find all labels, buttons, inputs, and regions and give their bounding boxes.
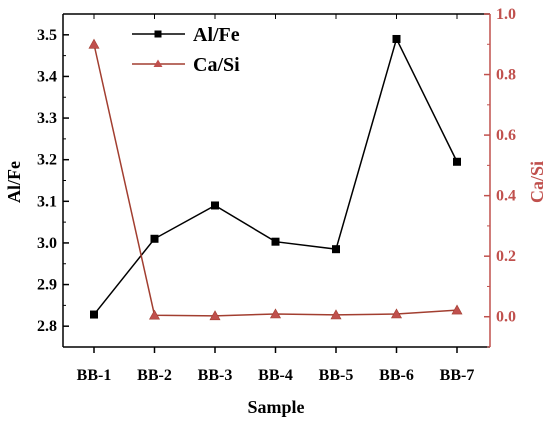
left-tick-label: 3.0: [37, 235, 57, 252]
plot-frame: [62, 13, 491, 348]
casi-point: [269, 308, 282, 319]
x-axis-title: Sample: [247, 397, 304, 417]
left-tick-label: 2.8: [37, 318, 57, 335]
x-axis-ticks: BB-1 BB-2 BB-3 BB-4 BB-5 BB-6 BB-7: [77, 14, 475, 384]
left-tick-label: 3.1: [37, 193, 57, 210]
x-tick-label: BB-4: [258, 367, 293, 384]
casi-point: [148, 309, 161, 320]
casi-point: [390, 308, 403, 319]
x-tick-label: BB-6: [379, 367, 414, 384]
alfe-point: [392, 34, 401, 43]
left-tick-label: 3.4: [37, 68, 57, 85]
x-tick-label: BB-2: [137, 367, 172, 384]
casi-point: [451, 304, 463, 315]
x-tick-label: BB-5: [319, 367, 354, 384]
right-tick-label: 0.6: [496, 127, 516, 144]
x-tick-label: BB-7: [440, 367, 475, 384]
right-tick-label: 0.4: [496, 188, 516, 205]
casi-point: [88, 38, 100, 49]
right-tick-label: 0.0: [496, 309, 516, 326]
right-tick-label: 0.8: [496, 67, 516, 84]
left-tick-label: 2.9: [37, 277, 57, 294]
alfe-series-line: [93, 36, 458, 316]
y-axis-title-left: Al/Fe: [4, 161, 24, 203]
right-axis-ticks: 0.0 0.2 0.4 0.6 0.8 1.0: [484, 6, 516, 348]
legend-marker-triangle: [153, 59, 163, 67]
right-tick-label: 1.0: [496, 6, 516, 23]
alfe-point: [150, 234, 159, 243]
x-tick-label: BB-1: [77, 367, 112, 384]
legend-label-alfe: Al/Fe: [193, 24, 240, 46]
alfe-point: [211, 201, 219, 210]
casi-point: [209, 310, 221, 321]
left-axis-ticks: 2.8 2.9 3.0 3.1 3.2 3.3 3.4 3.5: [37, 27, 69, 348]
y-axis-title-right: Ca/Si: [527, 161, 547, 203]
series-layer: [88, 34, 463, 321]
alfe-point: [332, 245, 340, 254]
legend: Al/Fe Ca/Si: [132, 24, 240, 76]
legend-label-casi: Ca/Si: [193, 54, 240, 76]
left-tick-label: 3.5: [37, 27, 57, 44]
legend-marker-square: [154, 30, 162, 38]
right-tick-label: 0.2: [496, 248, 516, 265]
alfe-point: [271, 237, 280, 246]
left-tick-label: 3.2: [37, 152, 57, 169]
x-tick-label: BB-3: [198, 367, 233, 384]
casi-series-line: [93, 44, 458, 317]
alfe-point: [453, 157, 461, 166]
alfe-point: [90, 310, 98, 319]
left-tick-label: 3.3: [37, 110, 57, 127]
casi-point: [330, 309, 342, 320]
